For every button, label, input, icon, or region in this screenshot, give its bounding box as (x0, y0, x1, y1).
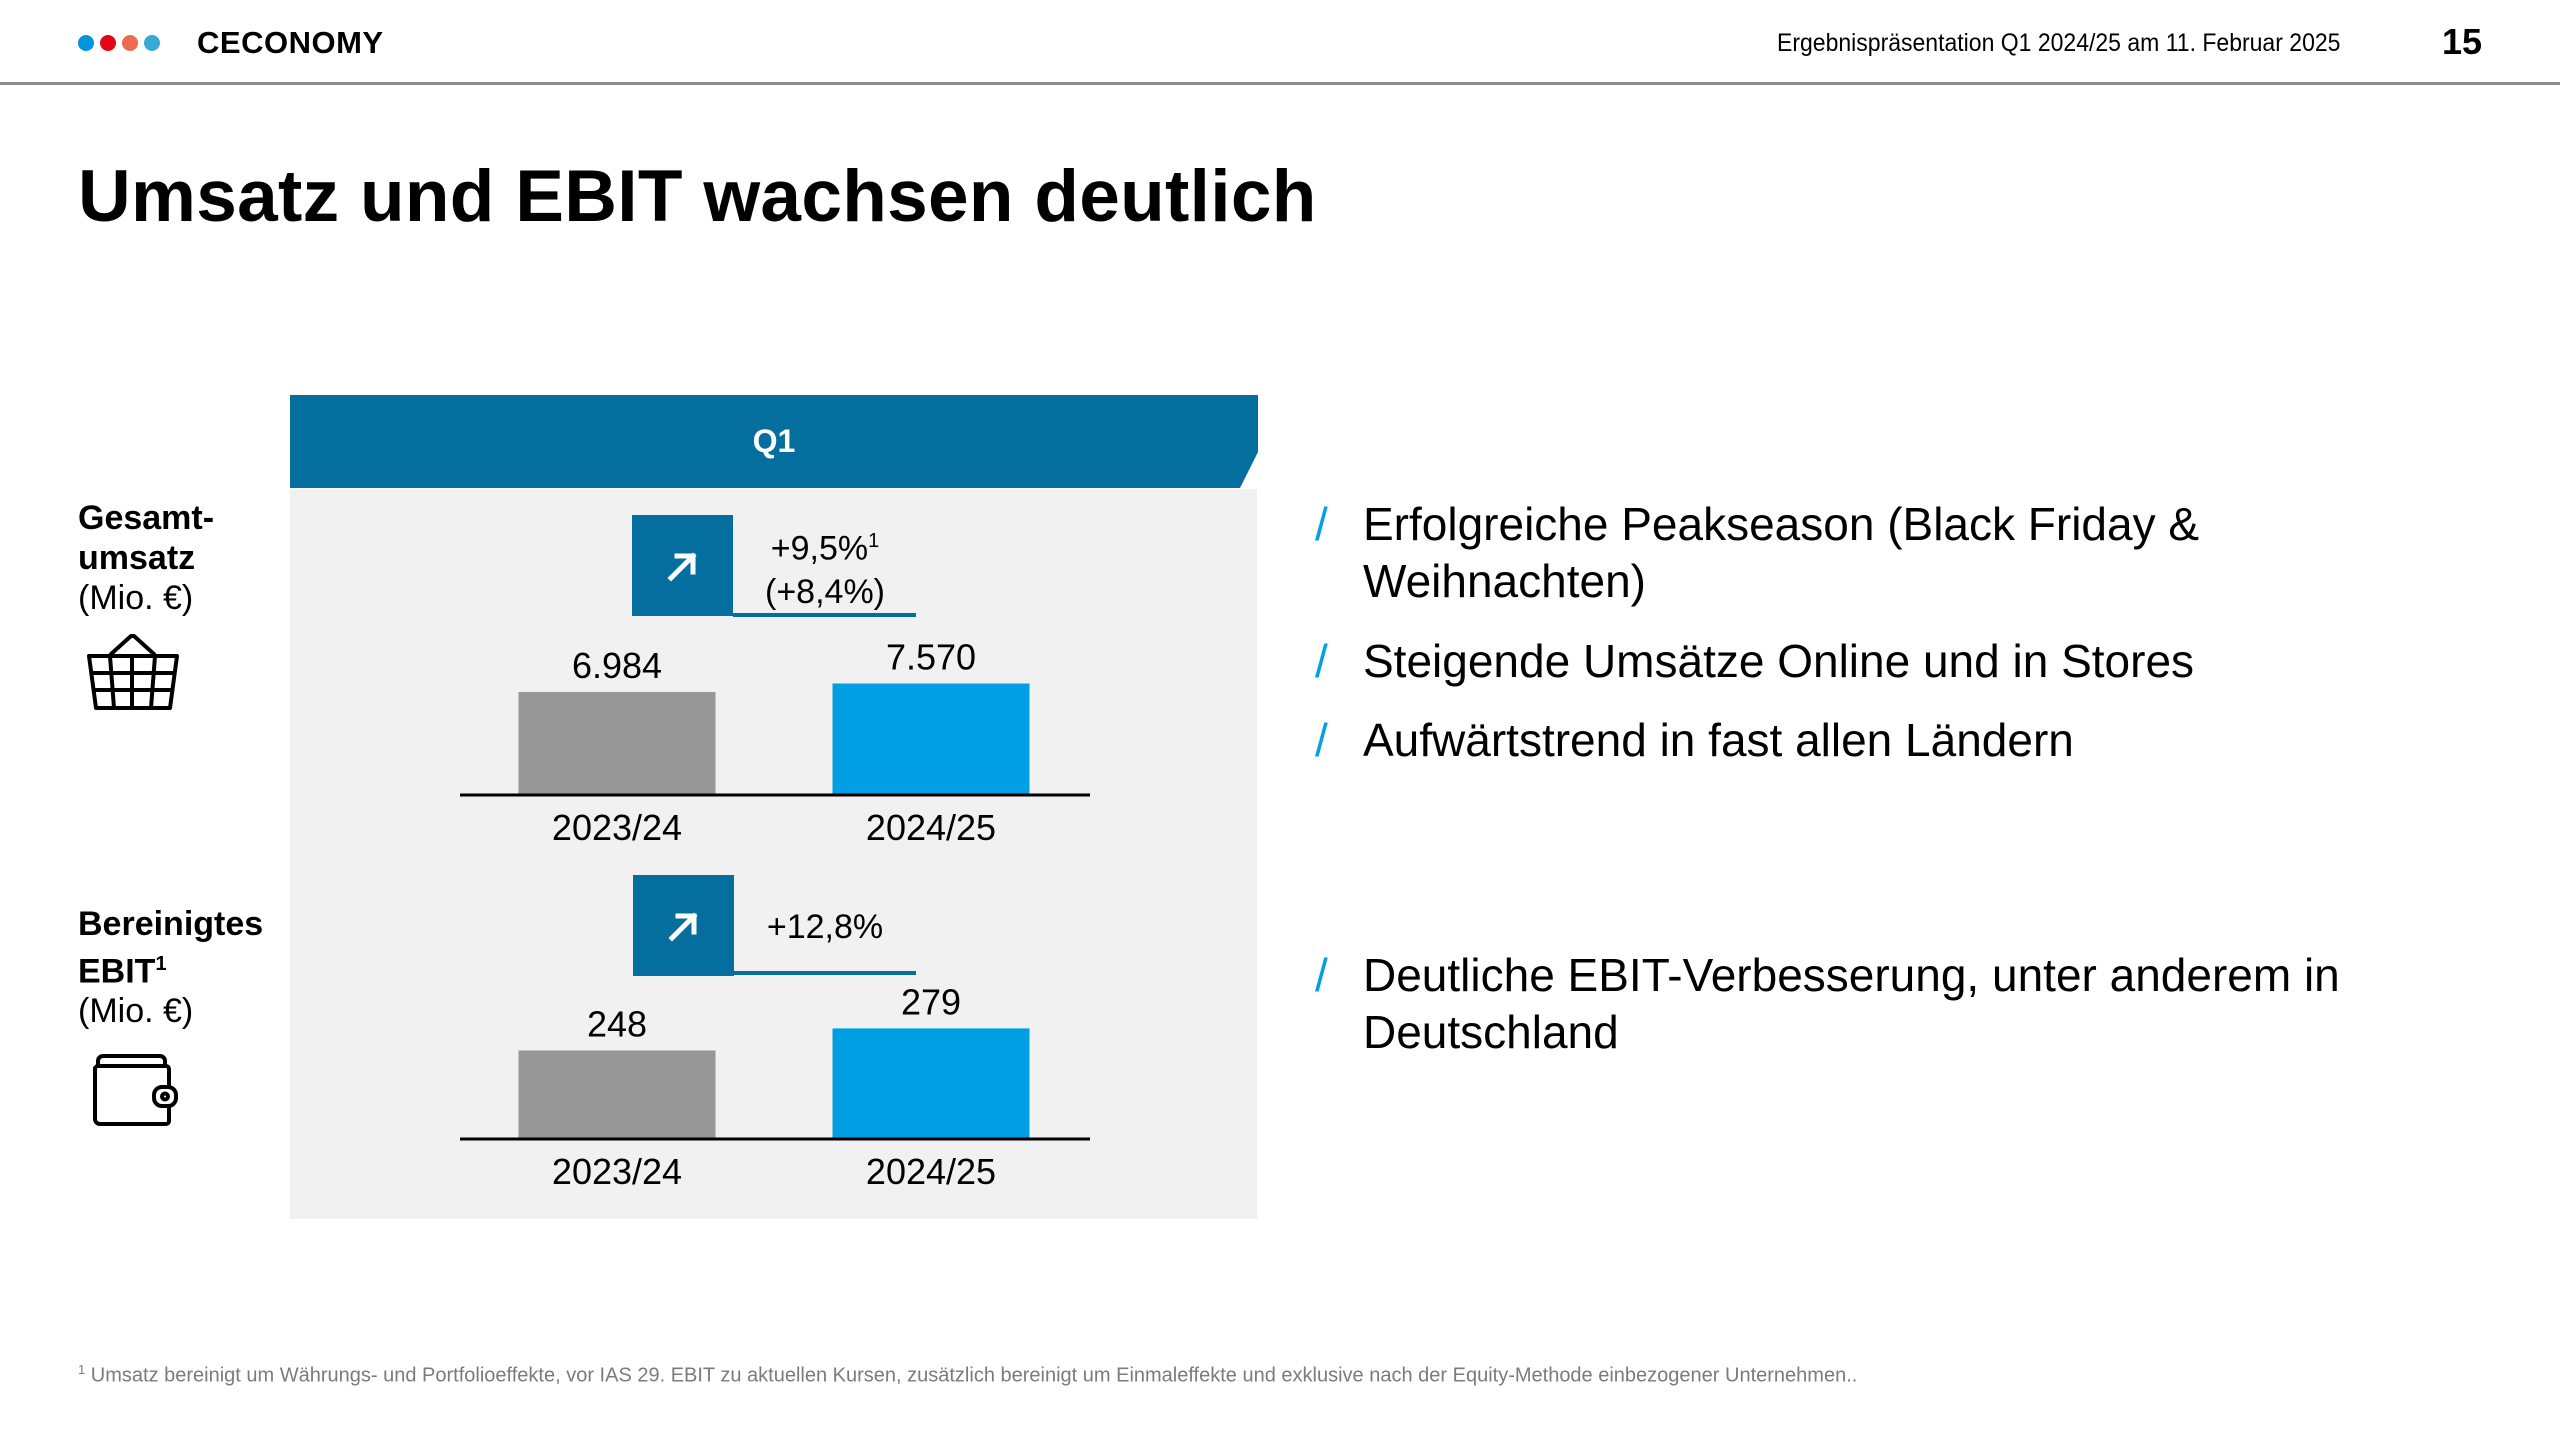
revenue-growth-badge (632, 515, 733, 616)
ebit-footnote-ref: 1 (155, 953, 167, 975)
period-header-bar (290, 395, 1258, 488)
revenue-label-line2: umsatz (78, 539, 196, 577)
revenue-value-label: 7.570 (886, 636, 976, 677)
footnote-marker: 1 (78, 1362, 86, 1377)
revenue-label-line1: Gesamt- (78, 499, 215, 537)
revenue-growth-underline (733, 613, 916, 617)
revenue-bar-2024-25 (832, 683, 1030, 794)
brand-dot-4 (144, 35, 160, 51)
ebit-value-label: 248 (587, 1003, 647, 1044)
ebit-row-label: Bereinigtes EBIT1 (Mio. €) (78, 904, 263, 1031)
revenue-growth-main: +9,5% (770, 529, 869, 568)
revenue-growth-secondary: (+8,4%) (765, 573, 885, 612)
presentation-meta: Ergebnispräsentation Q1 2024/25 am 11. F… (1776, 29, 2340, 57)
summary-bullet-text: Aufwärtstrend in fast allen Ländern (1363, 714, 2074, 766)
slash-bullet-icon: / (1315, 714, 1328, 766)
revenue-unit: (Mio. €) (78, 579, 194, 617)
page-number: 15 (2442, 21, 2483, 62)
arrow-up-right-icon (666, 551, 697, 582)
ebit-bullet-text: Deutliche EBIT-Verbesserung, unter ander… (1363, 949, 2340, 1058)
page-title: Umsatz und EBIT wachsen deutlich (78, 156, 1317, 237)
ebit-growth-value: +12,8% (740, 905, 910, 949)
summary-bullet: / Steigende Umsätze Online und in Stores (1315, 633, 2475, 690)
header-divider (0, 82, 2560, 85)
revenue-value-label: 6.984 (572, 645, 662, 686)
ebit-category-label: 2024/25 (866, 1151, 996, 1192)
summary-bullet-text: Erfolgreiche Peakseason (Black Friday & … (1363, 498, 2200, 607)
footnote-text: Umsatz bereinigt um Währungs- und Portfo… (90, 1364, 1858, 1387)
brand-dot-3 (122, 35, 138, 51)
revenue-category-label: 2023/24 (552, 807, 682, 848)
brand-dot-1 (78, 35, 94, 51)
footnote: 1 Umsatz bereinigt um Währungs- und Port… (78, 1362, 1857, 1388)
ebit-growth-main: +12,8% (766, 908, 884, 946)
period-header-label: Q1 (752, 423, 796, 459)
ebit-value-label: 279 (901, 981, 961, 1022)
arrow-up-right-icon (667, 911, 698, 942)
ebit-bar-2023-24 (518, 1050, 716, 1138)
shopping-basket-icon (87, 634, 179, 710)
revenue-growth-value: +9,5%1 (+8,4%) (740, 519, 910, 614)
wallet-icon (93, 1054, 178, 1126)
summary-bullet-text: Steigende Umsätze Online und in Stores (1363, 635, 2195, 687)
ebit-label-line2: EBIT (78, 952, 156, 991)
revenue-row-label: Gesamt- umsatz (Mio. €) (78, 498, 214, 618)
ebit-category-label: 2023/24 (552, 1151, 682, 1192)
brand-logo: CECONOMY (197, 25, 384, 60)
ebit-unit: (Mio. €) (78, 992, 194, 1031)
revenue-category-label: 2024/25 (866, 807, 996, 848)
slash-bullet-icon: / (1315, 635, 1328, 687)
ebit-bar-2024-25 (832, 1028, 1030, 1138)
ebit-label-line1: Bereinigtes (78, 905, 264, 943)
slash-bullet-icon: / (1315, 498, 1328, 550)
summary-bullet: / Aufwärtstrend in fast allen Ländern (1315, 712, 2475, 769)
ebit-bullet: / Deutliche EBIT-Verbesserung, unter ande… (1315, 947, 2475, 1061)
revenue-growth-footnote-ref: 1 (868, 530, 880, 552)
chart-panel (290, 489, 1257, 1219)
slash-bullet-icon: / (1315, 949, 1328, 1001)
revenue-bar-2023-24 (518, 692, 716, 794)
summary-bullet: / Erfolgreiche Peakseason (Black Friday &… (1315, 496, 2475, 610)
ebit-growth-underline (734, 971, 916, 975)
ebit-growth-badge (633, 875, 734, 976)
brand-dot-2 (100, 35, 116, 51)
